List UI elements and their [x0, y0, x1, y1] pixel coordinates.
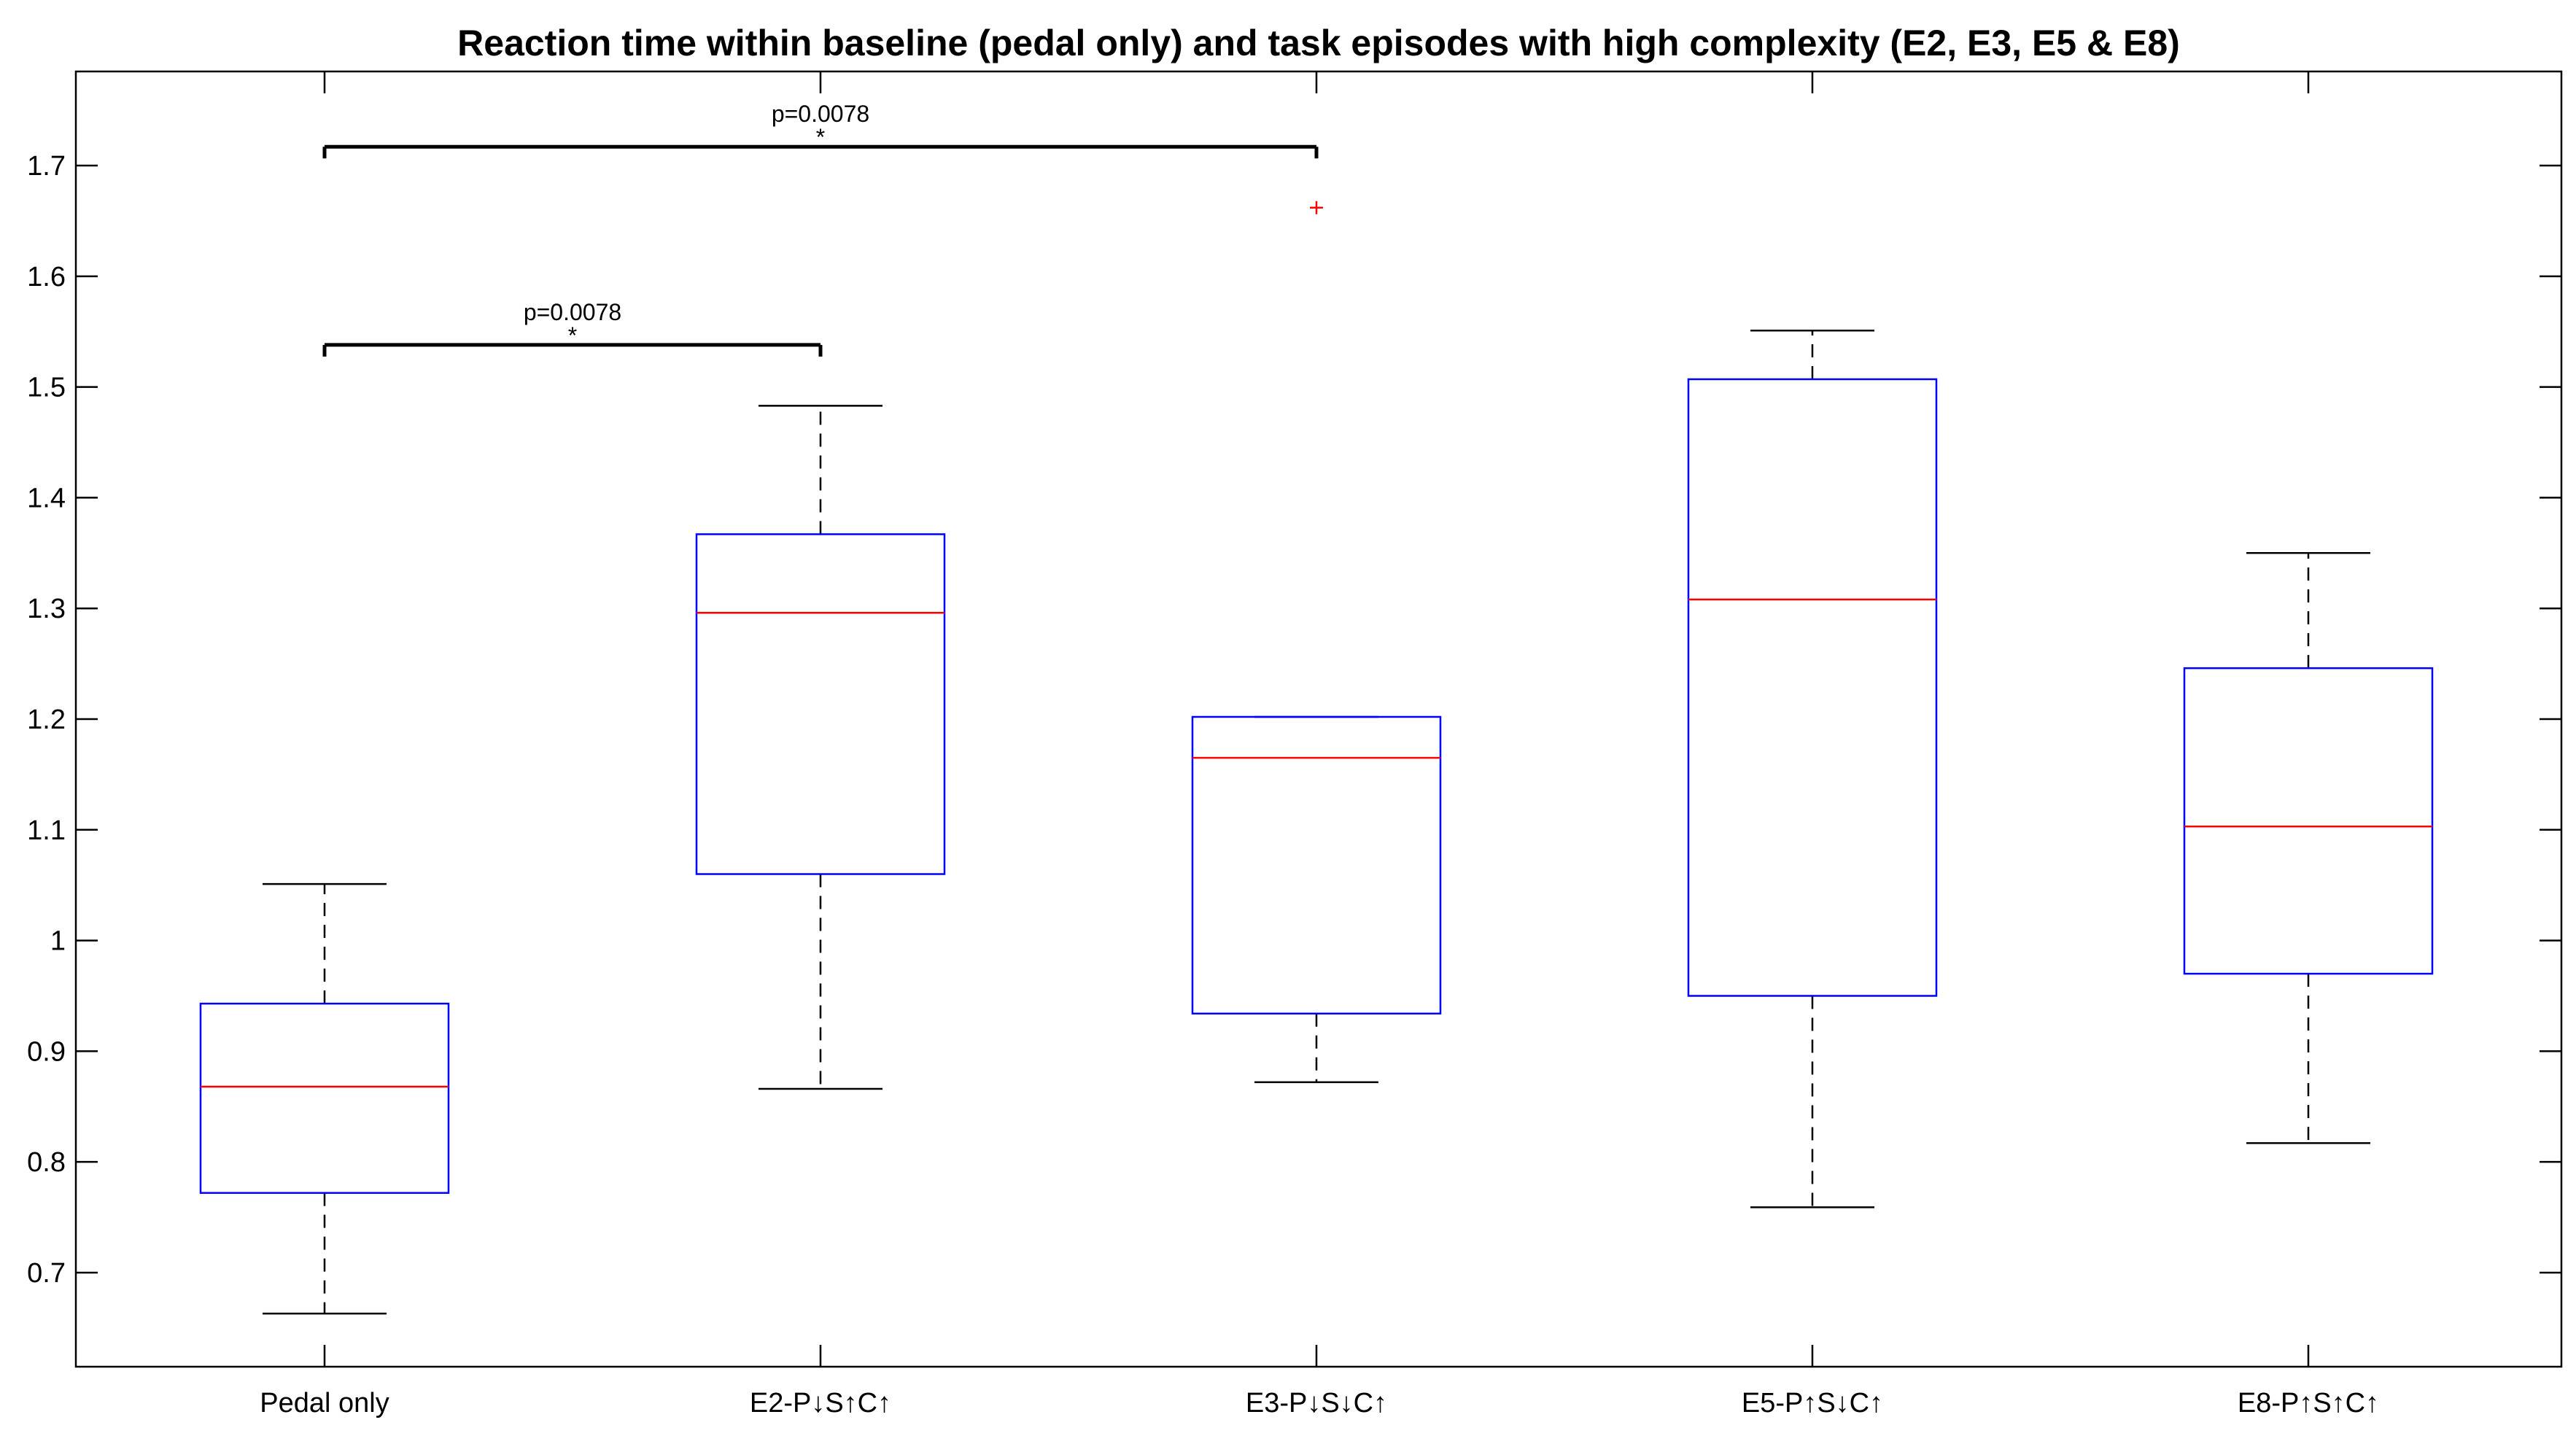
significance-star: *	[816, 124, 825, 150]
significance-star: *	[568, 322, 577, 349]
y-tick-label: 1.5	[27, 373, 66, 403]
box-iqr	[695, 533, 946, 875]
y-tick-label: 1	[50, 926, 66, 957]
y-tick-label: 1.7	[27, 151, 66, 182]
axes-frame	[74, 70, 2563, 1368]
box-iqr	[199, 1002, 450, 1194]
x-tick-label: E3-P↓S↓C↑	[1246, 1388, 1387, 1418]
y-tick-label: 1.2	[27, 705, 66, 735]
y-tick-label: 1.4	[27, 483, 66, 513]
y-tick-label: 1.3	[27, 594, 66, 624]
x-tick-label: Pedal only	[260, 1388, 389, 1418]
y-tick-label: 1.1	[27, 815, 66, 846]
box-iqr	[1687, 378, 1938, 997]
y-tick-label: 1.6	[27, 262, 66, 292]
chart-title: Reaction time within baseline (pedal onl…	[457, 23, 2180, 63]
y-tick-label: 0.7	[27, 1258, 66, 1289]
x-tick-label: E8-P↑S↑C↑	[2238, 1388, 2379, 1418]
box-iqr	[1191, 715, 1442, 1015]
y-tick-label: 0.9	[27, 1036, 66, 1067]
significance-p-value: p=0.0078	[772, 101, 869, 127]
x-tick-label: E5-P↑S↓C↑	[1742, 1388, 1883, 1418]
significance-p-value: p=0.0078	[524, 299, 621, 325]
box-iqr	[2183, 667, 2434, 975]
chart-marks: 0.7 0.8 0.9 1 1.1 1.2 1.3 1.4 1.5 1.6 1.7 Pedal onl…	[27, 71, 2561, 1418]
y-tick-label: 0.8	[27, 1147, 66, 1178]
x-tick-label: E2-P↓S↑C↑	[750, 1388, 891, 1418]
